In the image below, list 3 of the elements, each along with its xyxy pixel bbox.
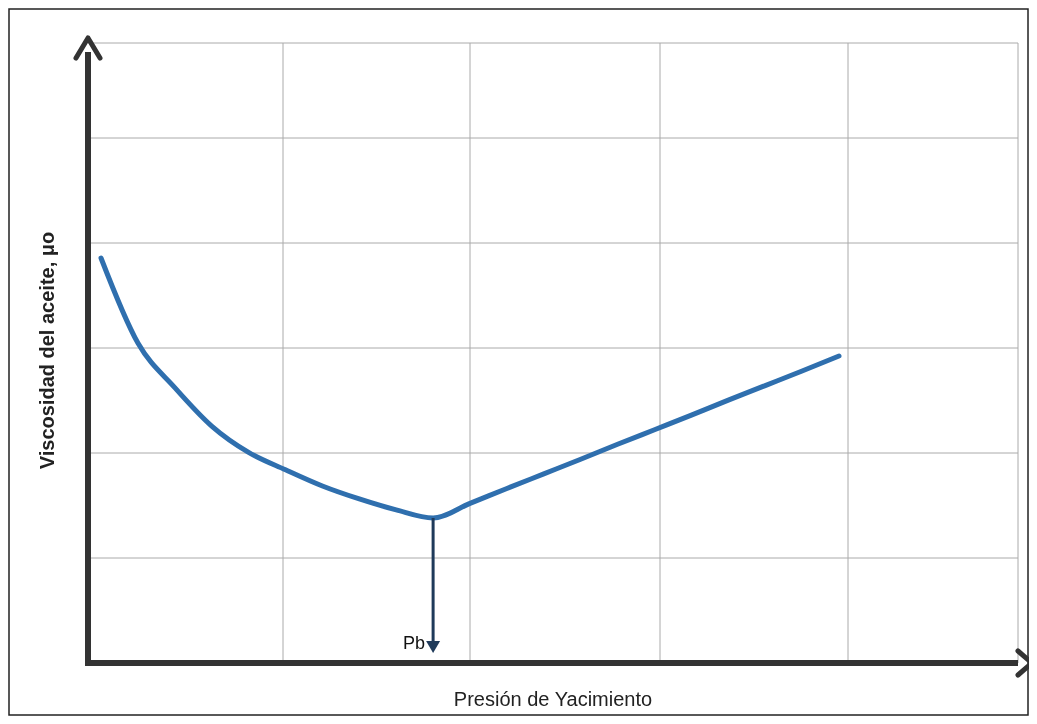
y-axis-title: Viscosidad del aceite, μo (36, 231, 58, 470)
x-axis-title: Presión de Yacimiento (453, 688, 653, 710)
annotation: Pb (403, 633, 426, 653)
